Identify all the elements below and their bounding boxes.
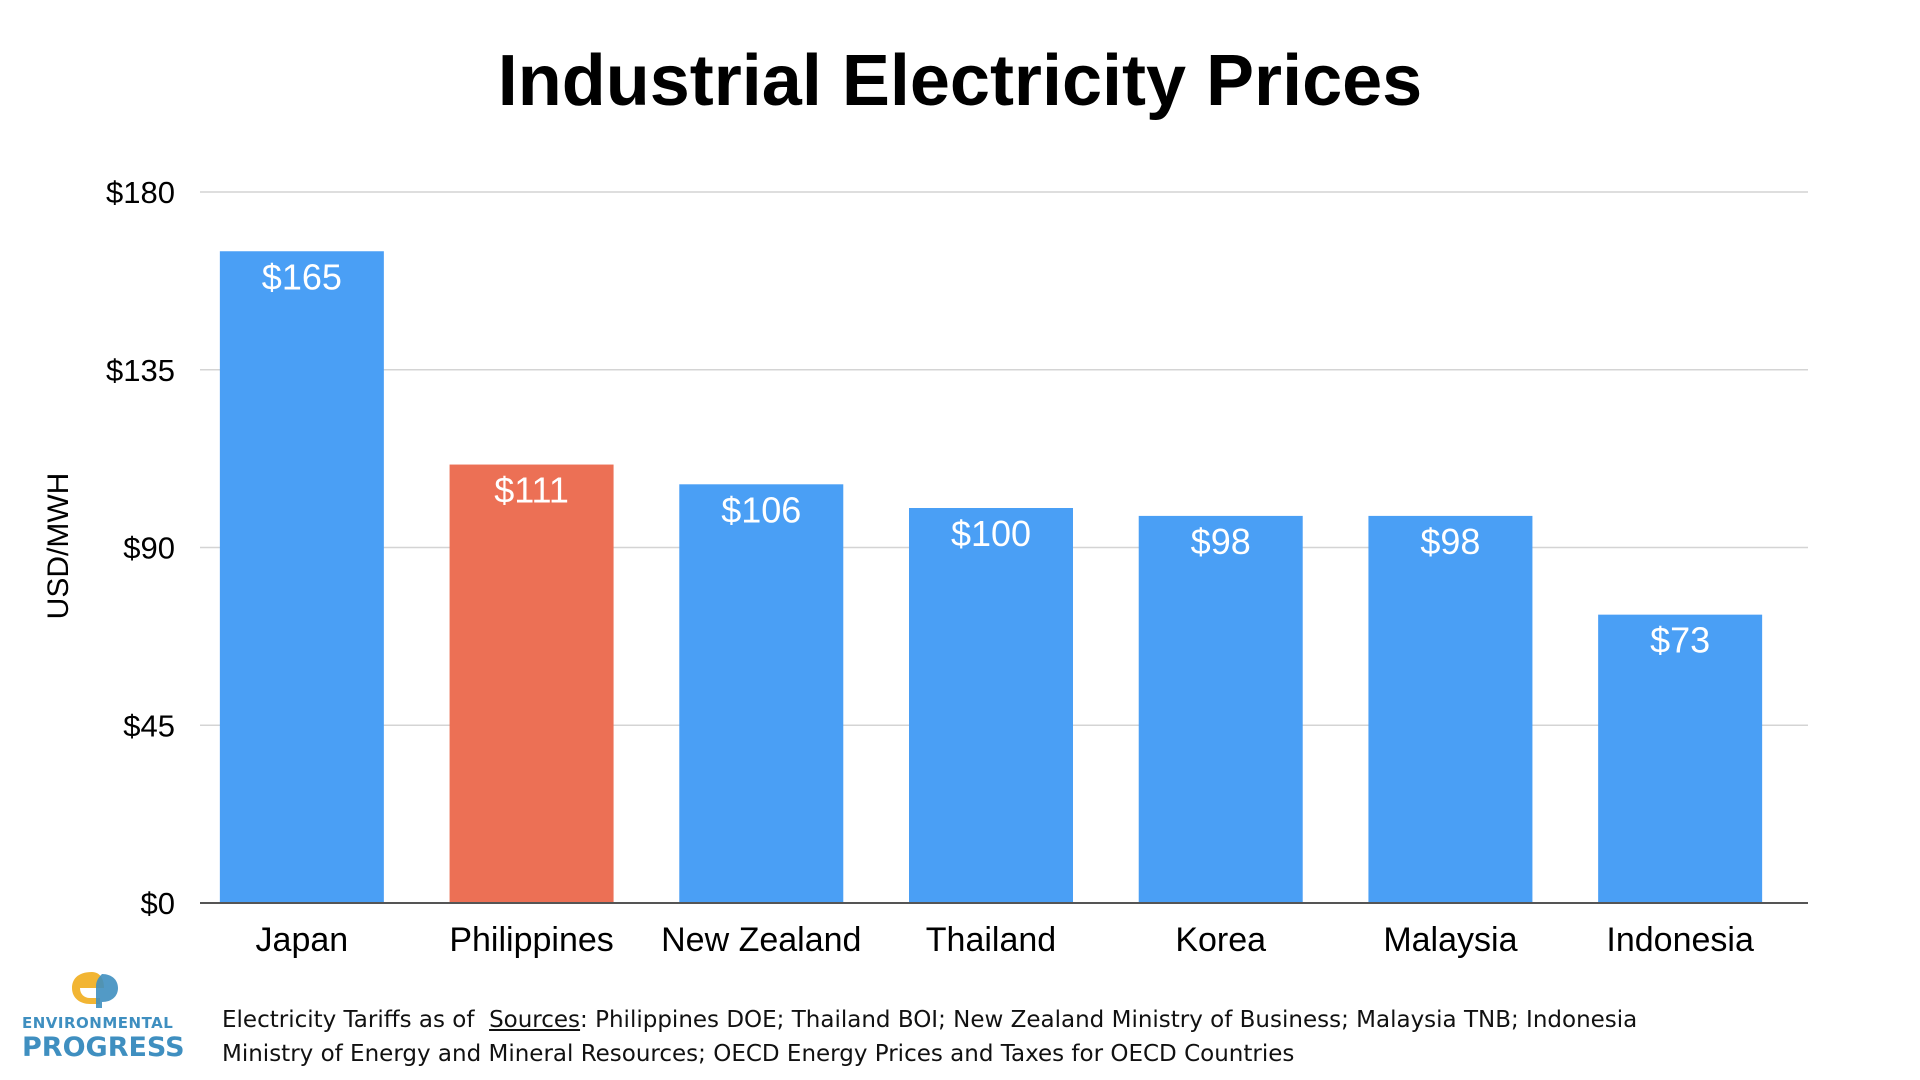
value-label: $165	[262, 256, 342, 297]
logo-text-environmental: ENVIRONMENTAL	[22, 1014, 174, 1032]
value-labels: $165 $111 $106 $100 $98 $98 $73	[262, 256, 1710, 660]
x-tick-label: Indonesia	[1606, 921, 1754, 959]
bar-indonesia	[1598, 614, 1763, 902]
value-label: $98	[1191, 521, 1251, 562]
x-tick-label: Philippines	[449, 921, 613, 959]
x-tick-labels: Japan Philippines New Zealand Thailand Korea…	[256, 921, 1754, 959]
x-tick-label: Korea	[1175, 921, 1266, 959]
y-axis-label: USD/MWH	[42, 473, 75, 620]
bar-malaysia	[1368, 515, 1533, 902]
y-tick-label: $180	[106, 175, 175, 210]
y-tick-label: $135	[106, 353, 175, 388]
footnote-text: : Philippines DOE; Thailand BOI; New Zea…	[222, 1007, 1638, 1067]
bar-korea	[1138, 515, 1303, 902]
x-tick-label: Thailand	[926, 921, 1056, 959]
value-label: $111	[494, 470, 569, 511]
x-tick-label: Japan	[256, 921, 349, 959]
sources-footnote: Electricity Tariffs as of Sources: Phili…	[222, 1003, 1722, 1071]
x-tick-label: New Zealand	[661, 921, 861, 959]
bar-new-zealand	[679, 484, 844, 902]
footnote-prefix: Electricity Tariffs as of	[222, 1007, 490, 1033]
y-tick-label: $0	[141, 886, 175, 921]
chart-title: Industrial Electricity Prices	[497, 41, 1423, 121]
y-tick-label: $90	[123, 531, 175, 566]
y-tick-label: $45	[123, 708, 175, 743]
logo-text-progress: PROGRESS	[22, 1032, 185, 1063]
value-label: $98	[1420, 521, 1480, 562]
bar-thailand	[909, 508, 1073, 902]
value-label: $73	[1650, 620, 1710, 661]
y-tick-labels: $0 $45 $90 $135 $180	[106, 175, 175, 921]
x-tick-label: Malaysia	[1383, 921, 1517, 959]
bar-philippines	[449, 464, 614, 902]
value-label: $100	[951, 513, 1031, 554]
sources-link[interactable]: Sources	[489, 1007, 581, 1033]
bar-japan	[219, 251, 384, 902]
bars	[219, 251, 1763, 902]
environmental-progress-logo: ENVIRONMENTAL PROGRESS	[22, 966, 185, 1066]
ep-logo-icon	[72, 972, 118, 1008]
value-label: $106	[721, 489, 801, 530]
